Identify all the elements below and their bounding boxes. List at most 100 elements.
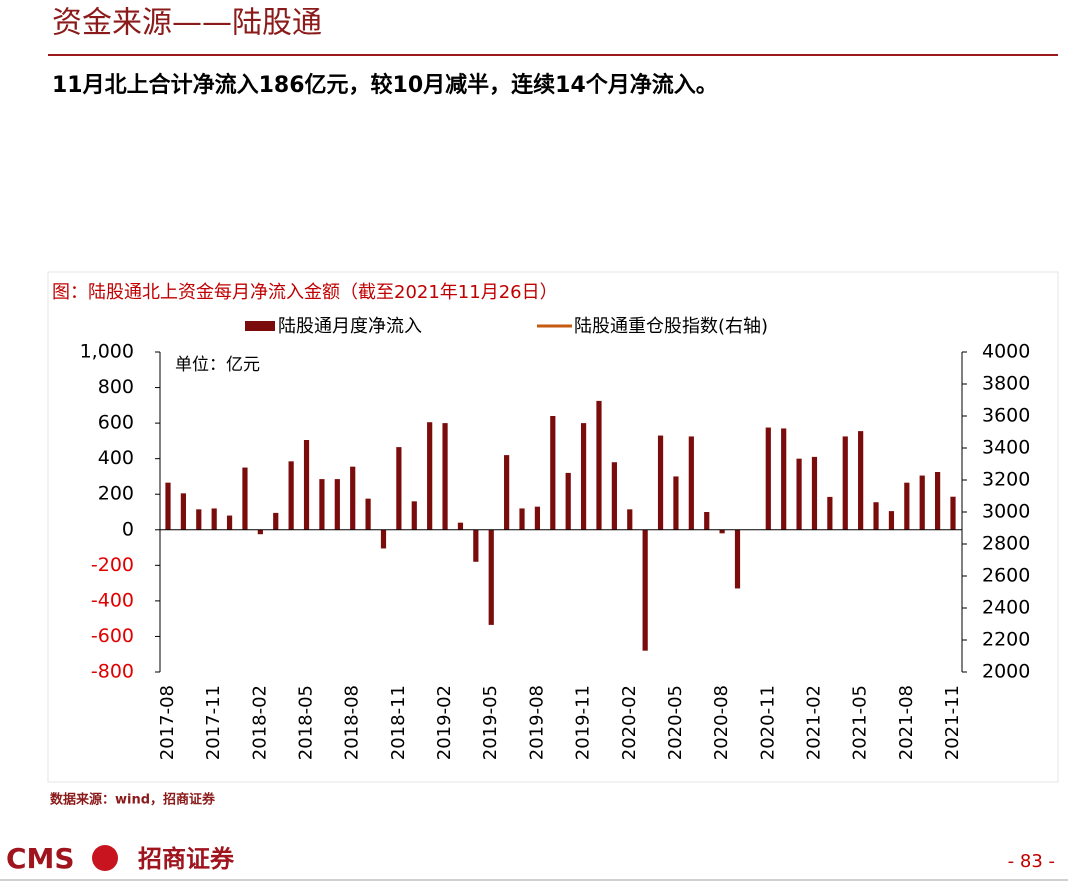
bar bbox=[303, 440, 310, 530]
bar bbox=[888, 511, 895, 530]
bar bbox=[504, 455, 510, 530]
legend-label: 陆股通月度净流入 bbox=[278, 316, 422, 337]
y2-tick-label: 2600 bbox=[982, 565, 1030, 587]
x-tick-label: 2020-08 bbox=[711, 685, 732, 760]
bar bbox=[827, 496, 833, 530]
logo: CMS bbox=[6, 842, 75, 875]
bar bbox=[904, 482, 910, 530]
y-tick-label: -600 bbox=[91, 625, 134, 647]
y2-tick-label: 2000 bbox=[982, 661, 1030, 683]
heading: 资金来源——陆股通 bbox=[52, 6, 322, 41]
source: 数据来源：wind，招商证券 bbox=[50, 792, 216, 808]
bar bbox=[719, 529, 725, 534]
bar bbox=[350, 466, 356, 530]
logo-icon bbox=[92, 845, 118, 871]
x-tick-label: 2019-11 bbox=[573, 685, 594, 760]
y2-tick-label: 2200 bbox=[982, 629, 1030, 651]
y-tick-label: 600 bbox=[98, 412, 134, 434]
bar bbox=[673, 476, 679, 530]
bar bbox=[935, 472, 941, 530]
bar bbox=[242, 467, 248, 530]
x-tick-label: 2021-11 bbox=[942, 685, 963, 760]
bar bbox=[873, 502, 879, 530]
chart-title: 图：陆股通北上资金每月净流入金额（截至2021年11月26日） bbox=[52, 282, 558, 303]
unit-note: 单位：亿元 bbox=[175, 355, 260, 375]
y2-tick-label: 3600 bbox=[982, 405, 1030, 427]
bar bbox=[334, 479, 340, 530]
bar bbox=[257, 529, 263, 535]
y2-tick-label: 2800 bbox=[982, 533, 1030, 555]
x-tick-label: 2020-02 bbox=[619, 685, 640, 760]
bar bbox=[226, 515, 233, 530]
y2-tick-label: 3000 bbox=[982, 501, 1030, 523]
bar bbox=[427, 422, 433, 530]
y-tick-label: -800 bbox=[91, 661, 134, 683]
bar bbox=[611, 462, 617, 530]
bar bbox=[781, 428, 787, 530]
x-tick-label: 2020-05 bbox=[665, 685, 686, 760]
bar bbox=[842, 436, 848, 530]
bar bbox=[734, 529, 741, 589]
bar bbox=[273, 512, 279, 530]
bar bbox=[580, 423, 587, 530]
x-tick-label: 2021-08 bbox=[896, 685, 917, 760]
x-tick-label: 2018-05 bbox=[296, 685, 317, 760]
x-tick-label: 2019-05 bbox=[480, 685, 501, 760]
y2-tick-label: 2400 bbox=[982, 597, 1030, 619]
bar bbox=[765, 427, 771, 530]
legend-label: 陆股通重仓股指数(右轴) bbox=[574, 316, 768, 337]
bar bbox=[396, 447, 402, 530]
bar bbox=[596, 400, 602, 530]
x-tick-label: 2021-02 bbox=[803, 685, 824, 760]
bar bbox=[380, 529, 387, 549]
y-tick-label: -200 bbox=[91, 554, 134, 576]
bar bbox=[642, 529, 648, 651]
page-number: - 83 - bbox=[1008, 851, 1055, 872]
bar bbox=[919, 475, 925, 530]
bar bbox=[165, 482, 171, 530]
bar bbox=[704, 512, 710, 530]
x-tick-label: 2018-11 bbox=[388, 685, 409, 760]
bar bbox=[627, 509, 633, 530]
bar bbox=[488, 529, 494, 625]
summary: 11月北上合计净流入186亿元，较10月减半，连续14个月净流入。 bbox=[52, 72, 718, 98]
x-tick-label: 2017-08 bbox=[157, 685, 178, 760]
y-tick-label: 400 bbox=[98, 447, 134, 469]
x-tick-label: 2019-02 bbox=[434, 685, 455, 760]
y-tick-label: 800 bbox=[98, 376, 134, 398]
y2-tick-label: 4000 bbox=[982, 341, 1030, 363]
bar bbox=[457, 522, 464, 530]
x-tick-label: 2018-08 bbox=[342, 685, 363, 760]
y-tick-label: 0 bbox=[122, 518, 134, 540]
company: 招商证券 bbox=[138, 845, 235, 873]
bar bbox=[196, 509, 202, 530]
bar bbox=[473, 529, 479, 562]
x-tick-label: 2017-11 bbox=[203, 685, 224, 760]
bar bbox=[565, 472, 571, 530]
bar bbox=[319, 479, 325, 530]
bar bbox=[519, 508, 525, 530]
x-tick-label: 2019-08 bbox=[526, 685, 547, 760]
bar bbox=[534, 506, 541, 530]
bar bbox=[811, 456, 818, 530]
bar bbox=[365, 498, 371, 530]
y2-tick-label: 3200 bbox=[982, 469, 1030, 491]
bar bbox=[657, 435, 664, 530]
bar bbox=[796, 458, 802, 530]
bar bbox=[858, 431, 864, 530]
bar bbox=[411, 501, 417, 530]
y-tick-label: 200 bbox=[98, 483, 134, 505]
chart-frame bbox=[47, 271, 1059, 783]
bar bbox=[688, 436, 694, 530]
bar bbox=[288, 461, 294, 530]
x-tick-label: 2021-05 bbox=[850, 685, 871, 760]
bar bbox=[442, 423, 448, 530]
y-tick-label: 1,000 bbox=[80, 341, 134, 363]
y2-tick-label: 3400 bbox=[982, 437, 1030, 459]
legend-swatch bbox=[245, 321, 275, 331]
bar bbox=[211, 508, 217, 530]
x-tick-label: 2020-11 bbox=[757, 685, 778, 760]
x-tick-label: 2018-02 bbox=[249, 685, 270, 760]
